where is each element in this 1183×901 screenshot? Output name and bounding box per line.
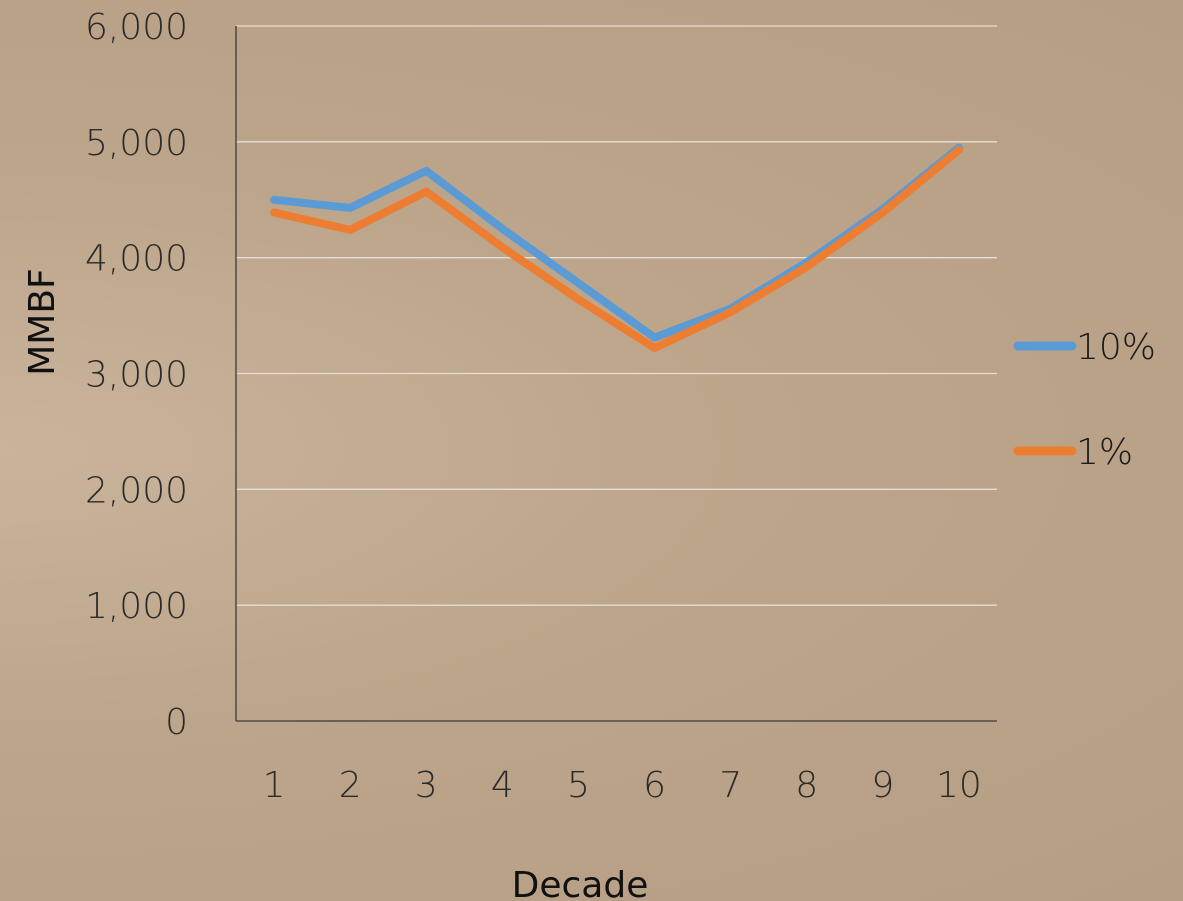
- y-tick-label: 1,000: [85, 586, 188, 627]
- x-tick-label: 7: [719, 765, 742, 806]
- y-tick-label: 0: [165, 702, 188, 743]
- y-tick-labels: 0 1,000 2,000 3,000 4,000 5,000 6,000: [85, 7, 188, 743]
- y-axis-title: MMBF: [22, 268, 63, 376]
- y-tick-label: 3,000: [85, 355, 188, 396]
- x-tick-label: 8: [795, 765, 818, 806]
- y-tick-label: 5,000: [85, 123, 188, 164]
- x-axis-title: Decade: [512, 865, 649, 901]
- x-tick-label: 3: [415, 765, 438, 806]
- y-tick-label: 4,000: [85, 239, 188, 280]
- x-tick-labels: 1 2 3 4 5 6 7 8 9 10: [263, 765, 982, 806]
- series-line-2: [270, 145, 963, 352]
- x-tick-label: 6: [643, 765, 666, 806]
- x-tick-label: 2: [339, 765, 362, 806]
- legend-label: 1%: [1076, 432, 1133, 473]
- y-tick-label: 6,000: [85, 7, 188, 48]
- x-tick-label: 5: [567, 765, 590, 806]
- y-tick-label: 2,000: [85, 470, 188, 511]
- legend: 10% 1%: [1013, 327, 1156, 473]
- gridlines: [236, 25, 997, 606]
- series-lines: [270, 143, 963, 352]
- x-tick-label: 4: [491, 765, 514, 806]
- x-tick-label: 1: [263, 765, 286, 806]
- series-line-1: [270, 143, 963, 342]
- legend-label: 10%: [1076, 327, 1156, 368]
- axes: [235, 26, 997, 722]
- x-tick-label: 10: [936, 765, 982, 806]
- x-tick-label: 9: [871, 765, 894, 806]
